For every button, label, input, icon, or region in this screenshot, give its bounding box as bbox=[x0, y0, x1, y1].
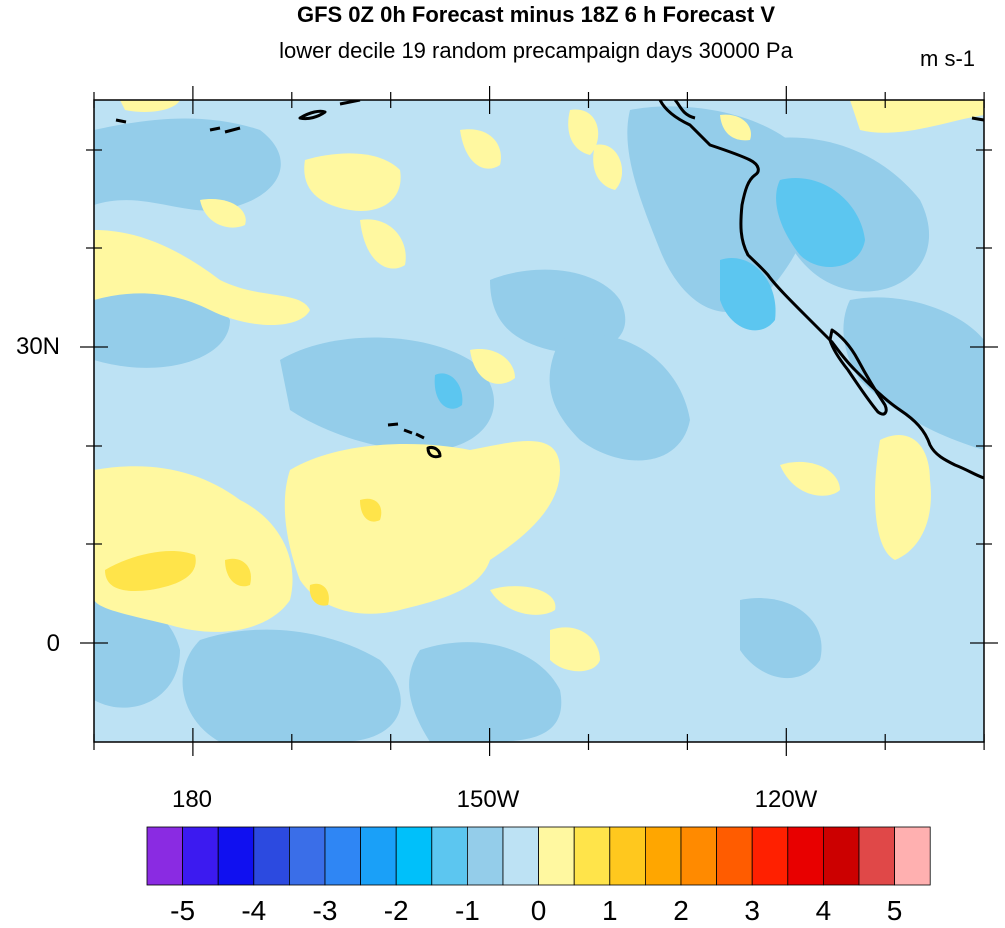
colorbar-swatch bbox=[716, 826, 753, 886]
colorbar-swatch bbox=[823, 826, 860, 886]
colorbar-swatch bbox=[645, 826, 682, 886]
colorbar-swatch bbox=[431, 826, 468, 886]
units-label: m s-1 bbox=[920, 46, 975, 71]
colorbar-swatch bbox=[680, 826, 717, 886]
colorbar-swatch bbox=[360, 826, 397, 886]
colorbar-label: 5 bbox=[886, 895, 903, 926]
lon-label-120w: 120W bbox=[754, 786, 818, 813]
strong-negative-regions bbox=[434, 178, 865, 409]
colorbar-swatch bbox=[324, 826, 361, 886]
coastline bbox=[115, 100, 984, 480]
lat-label-30n: 30N bbox=[15, 333, 60, 360]
colorbar-swatch bbox=[217, 826, 255, 886]
colorbar-label: -1 bbox=[454, 895, 480, 926]
colorbar-swatch bbox=[538, 826, 575, 886]
colorbar-label: 2 bbox=[673, 895, 689, 926]
colorbar-label: 3 bbox=[744, 895, 760, 926]
colorbar-swatch bbox=[787, 826, 824, 886]
colorbar-swatch bbox=[609, 826, 646, 886]
colorbar-label: 1 bbox=[602, 895, 618, 926]
lat-label-0: 0 bbox=[46, 630, 60, 657]
lon-label-150w: 150W bbox=[456, 786, 520, 813]
colorbar-label: -5 bbox=[170, 895, 196, 926]
colorbar-swatch bbox=[288, 826, 326, 886]
colorbar-swatch bbox=[751, 826, 789, 886]
colorbar-swatch bbox=[395, 826, 433, 886]
colorbar-swatch bbox=[182, 826, 219, 886]
colorbar-swatch bbox=[894, 826, 931, 886]
lon-label-180: 180 bbox=[171, 786, 213, 813]
colorbar-label: -2 bbox=[383, 895, 409, 926]
strong-positive-regions bbox=[105, 498, 382, 606]
colorbar-label: -3 bbox=[312, 895, 338, 926]
colorbar-label: 0 bbox=[530, 895, 547, 926]
colorbar-label: 4 bbox=[815, 895, 832, 926]
colorbar-swatch bbox=[253, 826, 290, 886]
colorbar-swatch bbox=[146, 826, 183, 886]
map-subtitle: lower decile 19 random precampaign days … bbox=[279, 38, 793, 63]
map-title: GFS 0Z 0h Forecast minus 18Z 6 h Forecas… bbox=[296, 2, 776, 27]
axis-ticks bbox=[80, 86, 998, 756]
colorbar-swatch bbox=[502, 826, 539, 886]
map-frame bbox=[93, 99, 985, 743]
map-field bbox=[94, 100, 984, 742]
colorbar-swatch bbox=[573, 826, 611, 886]
colorbar-swatch bbox=[858, 826, 895, 886]
colorbar-swatch bbox=[466, 826, 504, 886]
colorbar-label: -4 bbox=[241, 895, 267, 926]
